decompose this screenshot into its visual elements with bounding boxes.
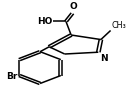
Text: HO: HO	[37, 17, 52, 26]
Text: O: O	[69, 2, 77, 11]
Text: Br: Br	[6, 72, 17, 81]
Text: CH₃: CH₃	[111, 21, 126, 30]
Text: N: N	[100, 54, 108, 63]
